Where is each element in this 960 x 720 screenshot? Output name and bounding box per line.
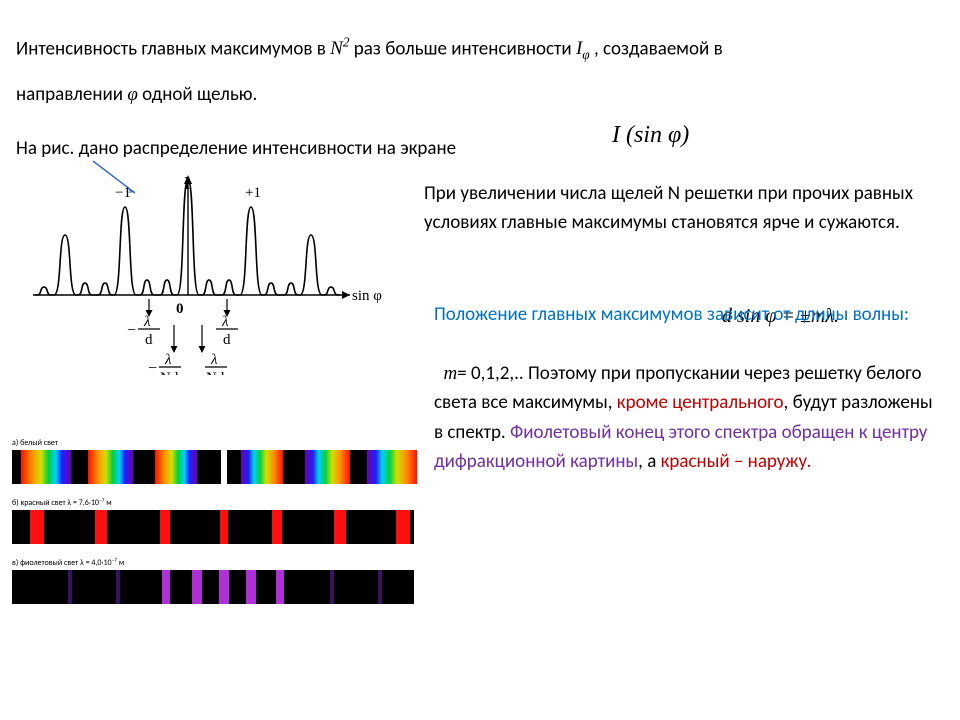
p1b: раз больше интенсивности	[349, 37, 575, 60]
p1a: Интенсивность главных максимумов в	[16, 37, 330, 60]
Iphi: Iφ	[576, 38, 590, 59]
svg-text:λ: λ	[164, 352, 172, 368]
spectrum-white	[12, 450, 414, 484]
svg-text:d: d	[223, 332, 231, 348]
spec-label-b: б) красный свет λ = 7,6·10⁻⁷ м	[12, 498, 112, 508]
formula-Isinphi: I (sin φ)	[612, 116, 689, 154]
spectrum-violet	[12, 570, 414, 604]
p5-black3: , а	[638, 450, 660, 473]
para5: Положение главных максимумов зависит от …	[434, 300, 944, 477]
svg-text:I: I	[184, 175, 190, 193]
svg-text:−1: −1	[115, 185, 131, 201]
p1c: , создаваемой в	[590, 37, 723, 60]
svg-text:+1: +1	[245, 185, 261, 201]
svg-text:−: −	[127, 322, 136, 339]
p5-red1: кроме центрального	[617, 391, 784, 414]
svg-text:λ: λ	[221, 314, 229, 330]
svg-text:d: d	[145, 332, 153, 348]
para1-line1: Интенсивность главных максимумов в N2 ра…	[16, 32, 723, 65]
svg-text:λ: λ	[210, 352, 218, 368]
p5-red2: красный – наружу.	[661, 450, 812, 473]
spec-label-c: в) фиолетовый свет λ = 4,0·10⁻⁷ м	[12, 558, 124, 568]
N2: N2	[330, 38, 349, 59]
para-N: При увеличении числа щелей N решетки при…	[424, 180, 944, 237]
svg-text:λ: λ	[143, 314, 151, 330]
svg-text:−: −	[148, 360, 157, 375]
svg-text:sin φ: sin φ	[352, 288, 382, 304]
para1-line2: направлении φ одной щелью.	[16, 80, 257, 110]
svg-text:Nd: Nd	[160, 370, 179, 375]
svg-text:Nd: Nd	[206, 370, 225, 375]
spectrum-red	[12, 510, 414, 544]
svg-text:0: 0	[176, 301, 184, 317]
p5-blue: Положение главных максимумов зависит от …	[434, 303, 909, 326]
intensity-plot: Isin φ−1+10−λdλd−λNdλNd	[10, 175, 410, 375]
spec-label-a: а) белый свет	[12, 438, 58, 448]
para2: На рис. дано распределение интенсивности…	[16, 134, 456, 164]
